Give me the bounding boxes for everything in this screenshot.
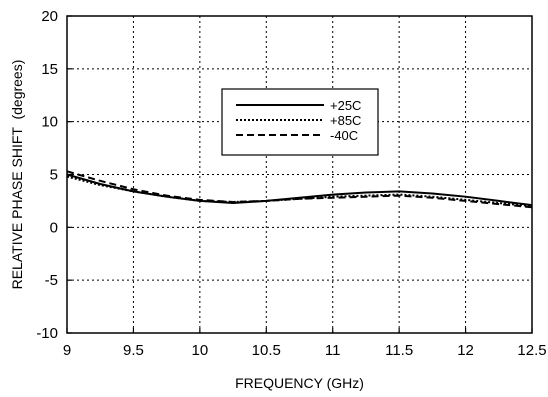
y-tick-label: 20 — [41, 8, 58, 25]
y-tick-label: 0 — [50, 219, 58, 236]
series-layer — [66, 170, 533, 209]
y-tick-label: 10 — [41, 114, 58, 131]
x-tick-label: 9 — [63, 342, 71, 359]
x-tick-label: 9.5 — [123, 342, 144, 359]
x-tick-label: 12.5 — [517, 342, 546, 359]
legend-box — [221, 88, 379, 156]
legend: +25C+85C-40C — [221, 88, 379, 156]
grid-layer — [67, 16, 532, 333]
axis-layer: 9 9.5 10 10.5 11 11.5 12 12.5 -10 -5 0 5 10 15 20 — [36, 8, 546, 359]
x-tick-label: 10.5 — [252, 342, 281, 359]
x-axis-title: FREQUENCY (GHz) — [235, 375, 364, 391]
legend-label-2: +85C — [330, 113, 361, 128]
y-tick-label: 15 — [41, 61, 58, 78]
y-tick-label: -5 — [45, 272, 58, 289]
series-line-1 — [66, 173, 533, 207]
x-tick-label: 11.5 — [385, 342, 413, 359]
x-tick-label: 10 — [192, 342, 209, 359]
legend-label-3: -40C — [330, 128, 358, 143]
x-tick-label: 11 — [325, 342, 341, 359]
series-line-3 — [66, 170, 533, 209]
y-axis-title: RELATIVE PHASE SHIFT (degrees) — [9, 60, 25, 290]
y-tick-label: -10 — [36, 325, 58, 342]
legend-label-1: +25C — [330, 98, 361, 113]
x-tick-label: 12 — [457, 342, 474, 359]
y-tick-label: 5 — [50, 167, 58, 184]
